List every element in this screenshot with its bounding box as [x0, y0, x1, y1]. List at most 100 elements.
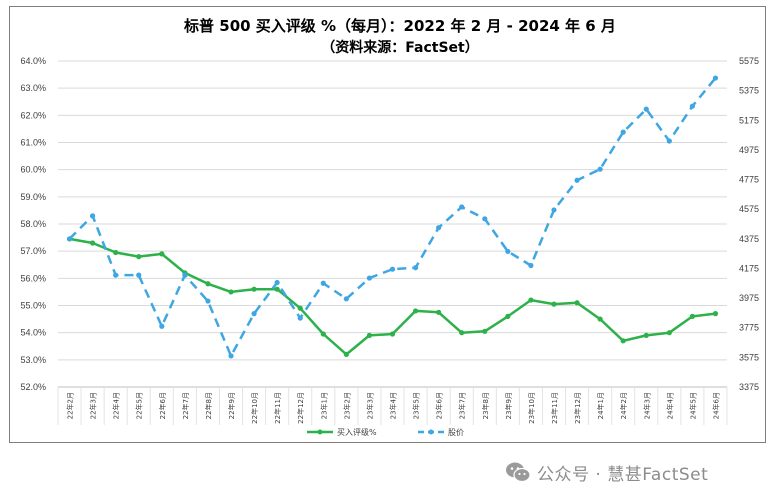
data-point-price — [90, 213, 96, 219]
data-point-buy-rating — [343, 351, 349, 357]
right-tick-label: 5575 — [739, 56, 759, 66]
data-point-price — [643, 106, 649, 112]
x-tick-label: 24年3月 — [642, 392, 651, 419]
data-point-price — [366, 275, 373, 281]
x-tick-label: 23年6月 — [435, 392, 444, 419]
data-point-buy-rating — [90, 240, 96, 246]
data-point-price — [459, 204, 465, 210]
data-point-buy-rating — [251, 286, 257, 292]
x-tick-label: 22年8月 — [204, 392, 213, 419]
left-tick-label: 52.0% — [20, 382, 46, 392]
data-point-buy-rating — [366, 332, 373, 338]
x-tick-label: 24年2月 — [619, 392, 628, 419]
data-point-price — [620, 129, 626, 135]
left-tick-label: 58.0% — [20, 219, 46, 229]
x-tick-label: 22年7月 — [181, 392, 190, 419]
legend-marker-buy-rating — [317, 429, 323, 435]
watermark-text: 公众号 · 慧甚FactSet — [537, 464, 709, 485]
right-tick-label: 3575 — [739, 352, 759, 362]
x-tick-label: 23年5月 — [412, 392, 421, 419]
grid-layer — [57, 60, 728, 425]
x-tick-label: 23年11月 — [550, 392, 559, 424]
data-point-price — [389, 266, 396, 272]
data-point-price — [436, 225, 442, 231]
x-tick-label: 24年1月 — [596, 392, 605, 419]
data-point-buy-rating — [320, 331, 326, 337]
right-tick-label: 5375 — [739, 86, 759, 96]
data-point-buy-rating — [412, 308, 419, 314]
data-point-buy-rating — [159, 251, 165, 257]
data-point-buy-rating — [482, 328, 488, 334]
data-point-price — [136, 272, 142, 278]
data-point-price — [712, 75, 719, 81]
data-point-price — [205, 298, 211, 304]
data-point-price — [343, 296, 349, 302]
x-tick-label: 23年9月 — [504, 392, 513, 419]
series-line-buy-rating — [69, 237, 716, 356]
left-tick-label: 62.0% — [20, 110, 46, 120]
x-tick-label: 23年3月 — [365, 392, 374, 419]
data-point-buy-rating — [228, 289, 234, 295]
data-point-price — [113, 272, 119, 278]
left-tick-label: 57.0% — [20, 246, 46, 256]
x-tick-label: 22年2月 — [66, 392, 75, 419]
data-point-price — [66, 236, 73, 242]
data-point-price — [574, 177, 580, 183]
series-layer — [66, 75, 719, 359]
data-point-buy-rating — [113, 249, 119, 256]
x-tick-label: 22年9月 — [227, 392, 236, 419]
legend-label-price: 股价 — [448, 428, 464, 437]
x-tick-label: 24年4月 — [665, 392, 674, 419]
right-tick-label: 4375 — [739, 234, 759, 244]
data-point-buy-rating — [689, 313, 695, 319]
right-tick-label: 5175 — [739, 115, 759, 125]
right-tick-label: 4975 — [739, 145, 759, 155]
data-point-buy-rating — [643, 332, 649, 338]
x-tick-label: 22年3月 — [89, 392, 98, 419]
legend: 买入评级% 股价 — [307, 427, 464, 437]
left-tick-label: 59.0% — [20, 192, 46, 202]
data-point-price — [505, 248, 511, 255]
x-tick-label: 23年10月 — [527, 392, 536, 424]
right-tick-label: 4175 — [739, 263, 759, 273]
data-point-buy-rating — [205, 281, 211, 287]
data-point-price — [482, 216, 488, 222]
data-point-price — [597, 166, 603, 172]
left-tick-label: 55.0% — [20, 301, 46, 311]
data-point-buy-rating — [274, 286, 280, 292]
data-point-buy-rating — [528, 297, 534, 303]
data-point-buy-rating — [297, 305, 303, 311]
data-point-price — [551, 207, 557, 213]
data-point-price — [320, 280, 326, 286]
x-tick-label: 24年5月 — [688, 392, 697, 419]
left-tick-label: 61.0% — [20, 138, 46, 148]
x-tick-label: 22年10月 — [250, 392, 259, 424]
x-tick-label: 22年12月 — [296, 392, 305, 424]
data-point-buy-rating — [136, 254, 142, 260]
x-tick-label: 22年11月 — [273, 392, 282, 424]
data-point-buy-rating — [712, 311, 719, 317]
left-axis-ticks: 52.0% 53.0% 54.0% 55.0% 56.0% 57.0% 58.0% 59.0%… — [20, 56, 46, 392]
legend-marker-price — [428, 429, 434, 435]
left-tick-label: 54.0% — [20, 328, 46, 338]
data-point-price — [159, 323, 165, 329]
data-point-buy-rating — [666, 330, 672, 336]
x-tick-label: 23年2月 — [342, 392, 351, 419]
right-tick-label: 3975 — [739, 293, 759, 303]
data-point-price — [228, 353, 234, 359]
data-point-buy-rating — [389, 331, 396, 337]
wechat-icon — [506, 462, 531, 483]
data-point-price — [689, 103, 695, 109]
right-tick-label: 4575 — [739, 204, 759, 214]
data-point-price — [251, 311, 257, 317]
x-tick-label: 23年12月 — [573, 392, 582, 424]
x-tick-label: 23年1月 — [319, 392, 328, 419]
x-tick-label: 22年6月 — [158, 392, 167, 419]
left-tick-label: 56.0% — [20, 273, 46, 283]
data-point-buy-rating — [436, 309, 442, 315]
x-tick-label: 24年6月 — [711, 392, 720, 419]
x-tick-label: 22年4月 — [112, 392, 121, 419]
left-tick-label: 60.0% — [20, 165, 46, 175]
right-tick-label: 4775 — [739, 175, 759, 185]
